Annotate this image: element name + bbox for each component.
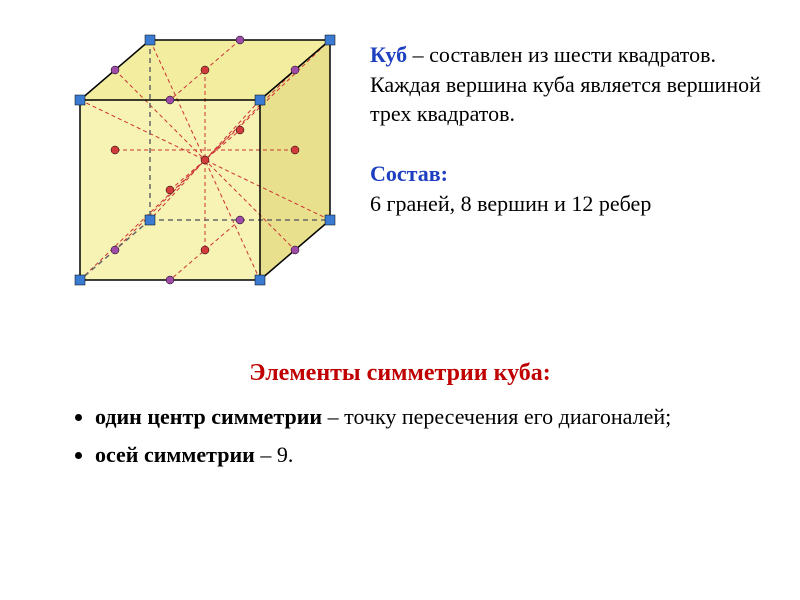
symmetry-item-2-bold: осей симметрии: [95, 442, 255, 467]
symmetry-item-1-bold: один центр симметрии: [95, 404, 322, 429]
composition-label: Состав:: [370, 161, 448, 186]
composition-block: Состав: 6 граней, 8 вершин и 12 ребер: [370, 159, 770, 218]
top-section: Куб – составлен из шести квадратов. Кажд…: [30, 20, 770, 340]
symmetry-title: Элементы симметрии куба:: [30, 360, 770, 387]
composition-value: 6 граней, 8 вершин и 12 ребер: [370, 191, 651, 216]
cube-svg: [30, 20, 350, 340]
slide-container: Куб – составлен из шести квадратов. Кажд…: [0, 0, 800, 600]
symmetry-item-2-rest: – 9.: [255, 442, 294, 467]
cube-diagram: [30, 20, 350, 340]
description-text: Куб – составлен из шести квадратов. Кажд…: [370, 20, 770, 218]
symmetry-item-2: осей симметрии – 9.: [95, 439, 725, 471]
cube-word: Куб: [370, 42, 407, 67]
symmetry-list: один центр симметрии – точку пересечения…: [75, 401, 725, 471]
symmetry-item-1: один центр симметрии – точку пересечения…: [95, 401, 725, 433]
cube-vertex-line: Каждая вершина куба является вершиной тр…: [370, 72, 761, 127]
cube-rest: – составлен из шести квадратов.: [407, 42, 716, 67]
symmetry-item-1-rest: – точку пересечения его диагоналей;: [322, 404, 671, 429]
cube-definition: Куб – составлен из шести квадратов. Кажд…: [370, 40, 770, 129]
